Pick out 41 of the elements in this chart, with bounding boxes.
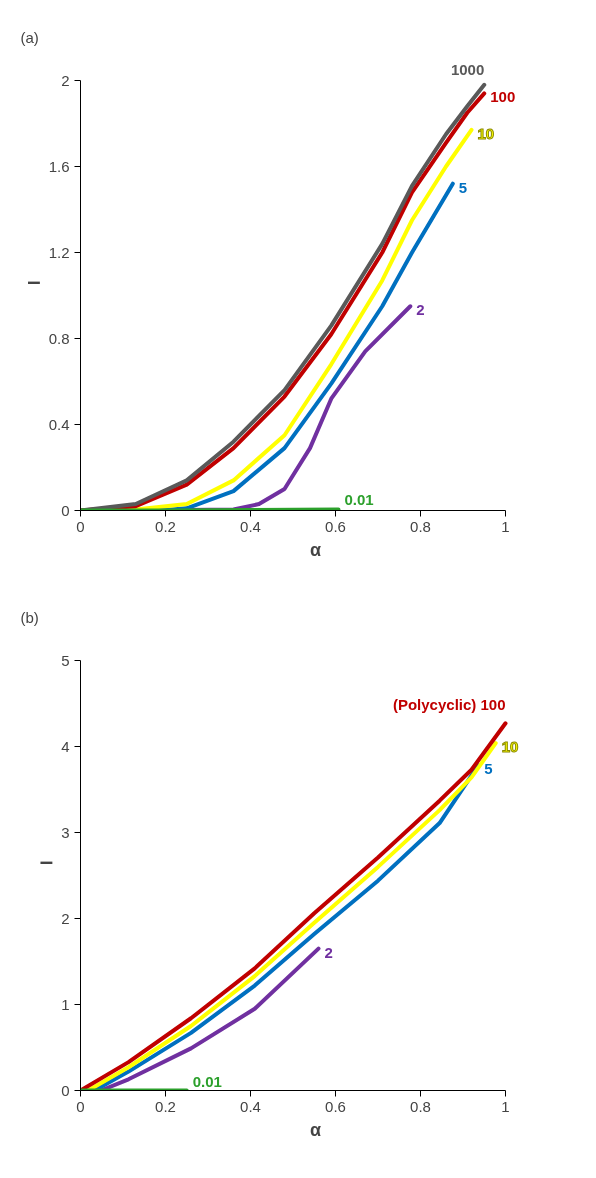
y-tick-label: 5 xyxy=(61,651,70,669)
series-label: (Polycyclic) 100 xyxy=(392,696,506,714)
x-tick-label: 0.8 xyxy=(410,1097,431,1115)
series-label: 1000 xyxy=(450,60,485,78)
x-tick-label: 0.8 xyxy=(410,517,431,535)
y-tick-label: 1 xyxy=(61,995,70,1013)
series-label: 10 xyxy=(477,124,495,142)
series-label: 2 xyxy=(324,943,333,961)
series-label: 100 xyxy=(490,88,516,106)
x-tick-label: 0.4 xyxy=(240,1097,261,1115)
series-label: 0.01 xyxy=(344,491,374,509)
y-tick-label: 0 xyxy=(61,1081,70,1099)
x-tick-label: 0 xyxy=(76,1097,85,1115)
y-tick-label: 1.2 xyxy=(48,243,70,261)
series-label: 0.01 xyxy=(192,1072,222,1090)
x-tick-label: 1 xyxy=(501,1097,510,1115)
x-tick-label: 0.6 xyxy=(325,1097,346,1115)
chart-title: (a) xyxy=(20,28,39,46)
x-tick-label: 0.2 xyxy=(155,1097,176,1115)
y-tick-label: 0 xyxy=(61,501,70,519)
y-tick-label: 4 xyxy=(61,737,70,755)
series-label: 5 xyxy=(484,760,493,778)
series-label: 5 xyxy=(458,178,468,196)
x-axis-title: α xyxy=(309,1119,322,1140)
x-tick-label: 0.6 xyxy=(325,517,346,535)
series-label: 2 xyxy=(416,301,425,319)
y-tick-label: 0.8 xyxy=(48,329,70,347)
x-tick-label: 1 xyxy=(501,517,510,535)
y-axis-title: – xyxy=(39,847,54,874)
x-tick-label: 0.4 xyxy=(240,517,261,535)
chart-title: (b) xyxy=(20,608,39,626)
x-axis-title: α xyxy=(309,539,322,560)
y-tick-label: 3 xyxy=(61,823,70,841)
y-tick-label: 2 xyxy=(61,909,70,927)
y-tick-label: 2 xyxy=(61,71,70,89)
series-label: 10 xyxy=(501,738,519,756)
y-tick-label: 1.6 xyxy=(48,157,70,175)
x-tick-label: 0.2 xyxy=(155,517,176,535)
y-tick-label: 0.4 xyxy=(48,415,70,433)
x-tick-label: 0 xyxy=(76,517,85,535)
y-axis-title: – xyxy=(27,267,41,294)
